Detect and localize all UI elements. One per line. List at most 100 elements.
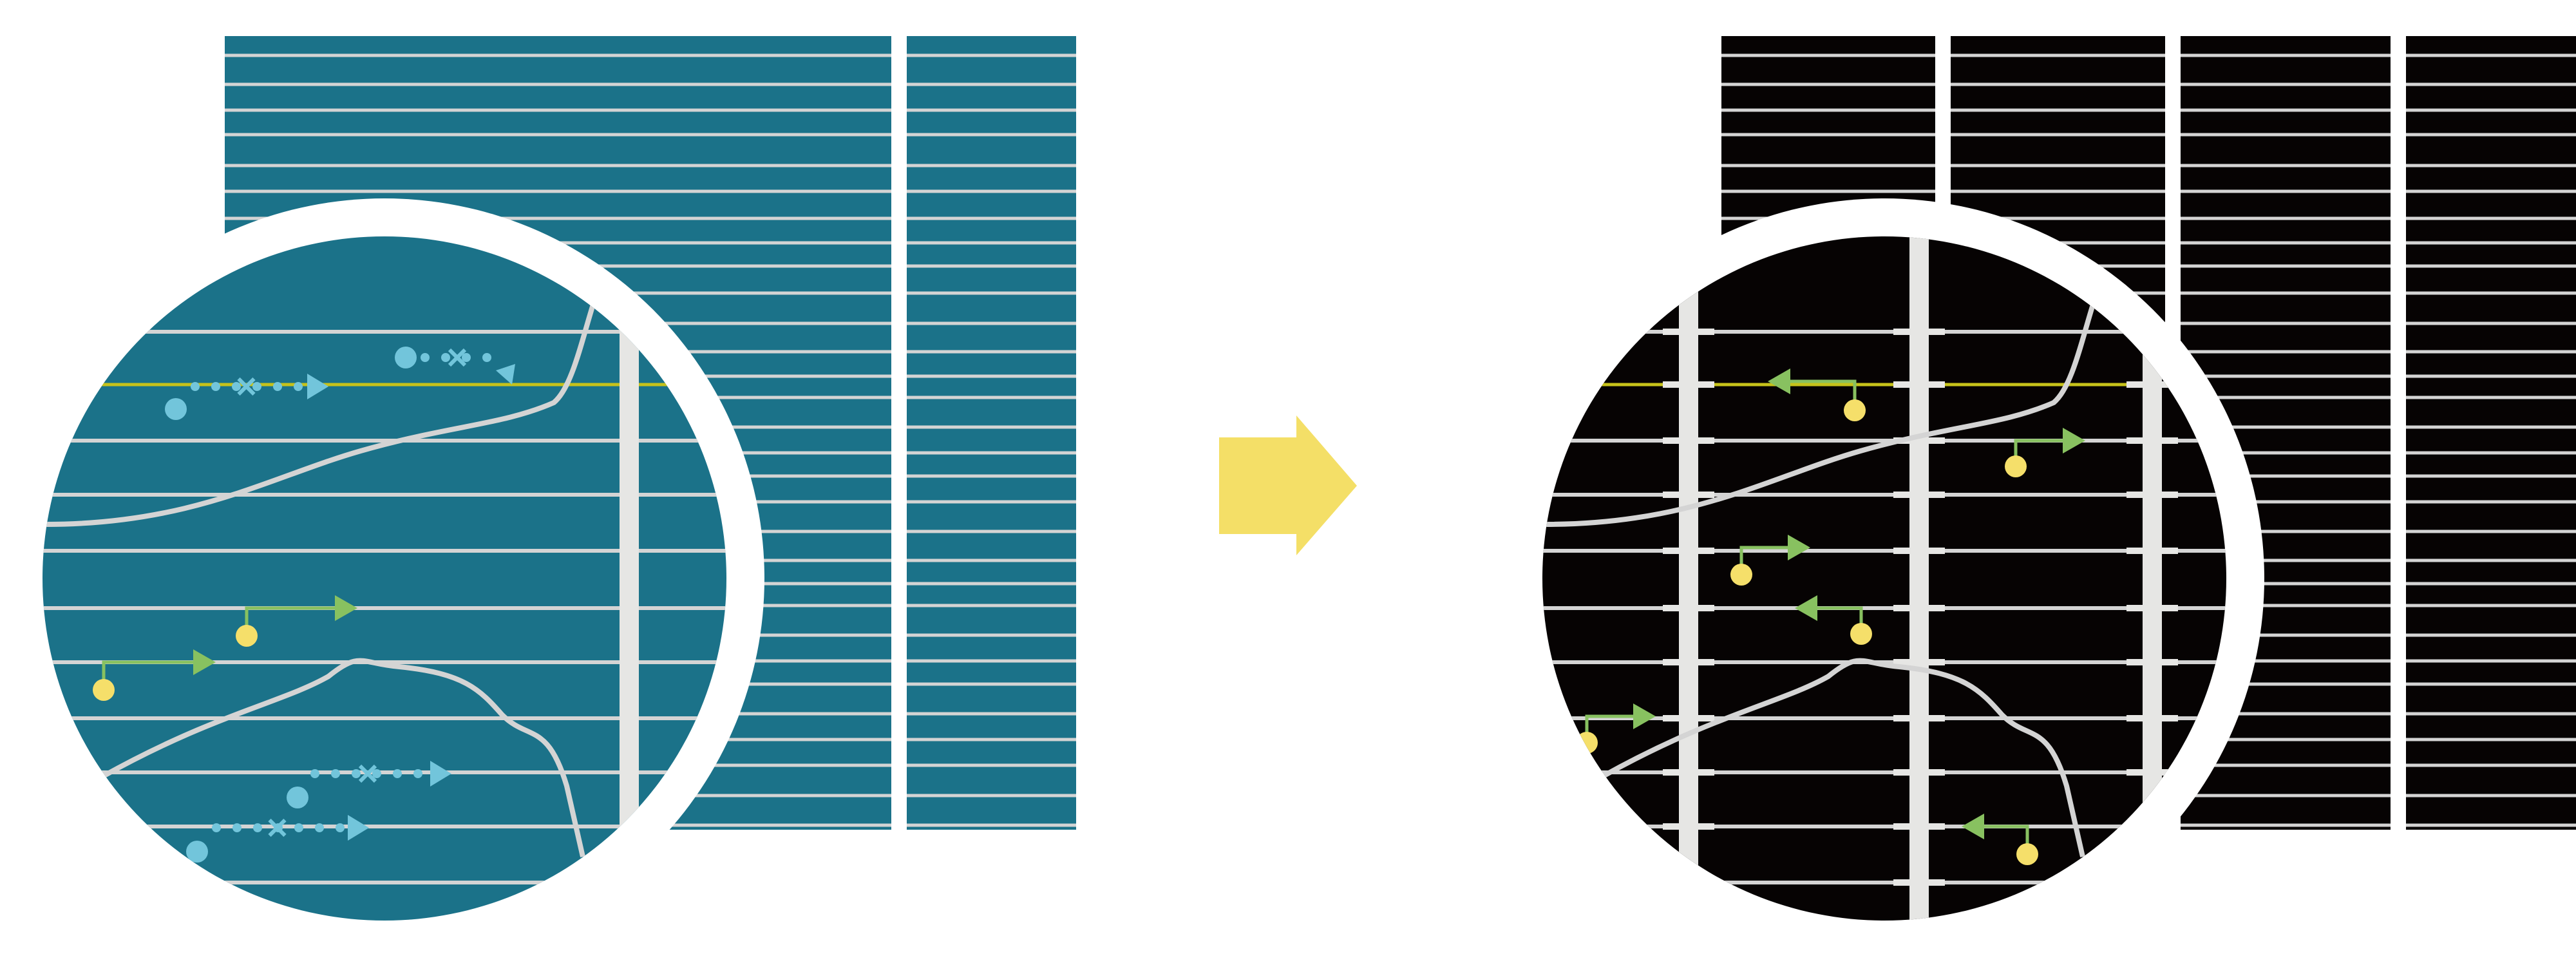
origin-dot xyxy=(186,841,208,863)
column-tick xyxy=(2126,381,2178,388)
right-arrow-icon xyxy=(1219,415,1357,555)
column-tick xyxy=(2126,769,2178,776)
column-tick xyxy=(2126,548,2178,554)
column-tick xyxy=(1893,715,1945,721)
dot xyxy=(462,353,471,362)
origin-dot xyxy=(287,787,308,808)
column-tick xyxy=(1893,605,1945,611)
origin-dot xyxy=(165,398,187,420)
origin-dot xyxy=(395,347,417,368)
dot xyxy=(294,382,303,391)
origin-dot xyxy=(1850,623,1872,645)
magnifier-background xyxy=(1542,236,2226,921)
column-tick xyxy=(1663,437,1714,444)
column-tick xyxy=(1893,381,1945,388)
arrowhead xyxy=(1795,595,1817,621)
column-tick xyxy=(2126,605,2178,611)
dot xyxy=(331,769,340,778)
dot xyxy=(232,823,242,832)
arrowhead xyxy=(193,649,216,675)
origin-dot xyxy=(236,625,258,647)
arrowhead xyxy=(307,374,328,399)
trajectory-curve xyxy=(1602,658,2085,857)
column-tick xyxy=(2126,492,2178,498)
pin-arrow-icon xyxy=(1795,595,1872,645)
arrowhead xyxy=(1633,703,1656,729)
pin-arrow-icon xyxy=(2005,428,2085,477)
origin-dot xyxy=(93,679,115,701)
arrowhead xyxy=(1788,535,1810,560)
dot xyxy=(310,769,319,778)
arrowhead xyxy=(2063,428,2085,454)
arrowhead xyxy=(430,761,451,787)
column-tick xyxy=(1663,823,1714,830)
column-tick xyxy=(1663,492,1714,498)
column-divider xyxy=(1679,236,1698,921)
pin-arrow-icon xyxy=(1730,535,1810,586)
dotted-arrow-icon xyxy=(287,761,451,808)
dot xyxy=(253,823,262,832)
dot xyxy=(421,353,430,362)
arrowhead xyxy=(496,364,515,385)
pin-arrow-icon xyxy=(1768,368,1866,421)
dot xyxy=(232,382,241,391)
column-tick xyxy=(2126,715,2178,721)
arrowhead xyxy=(1768,368,1790,394)
dot xyxy=(212,823,221,832)
dot xyxy=(191,382,200,391)
pin-arrow-icon xyxy=(236,595,357,647)
dot xyxy=(482,353,491,362)
column-tick xyxy=(1663,715,1714,721)
magnifier-content xyxy=(1542,236,2226,921)
dot xyxy=(315,823,324,832)
origin-dot xyxy=(2016,843,2038,865)
trajectory-curve xyxy=(45,295,598,527)
magnifier-content xyxy=(43,236,726,921)
cross-mark xyxy=(358,764,377,783)
column-gap xyxy=(2391,32,2406,834)
magnifier-background xyxy=(43,236,726,921)
column-tick xyxy=(2126,437,2178,444)
cross-mark xyxy=(268,818,287,837)
dot xyxy=(413,769,422,778)
column-tick xyxy=(1893,437,1945,444)
column-tick xyxy=(1893,659,1945,665)
column-tick xyxy=(1663,381,1714,388)
column-gap xyxy=(891,32,907,834)
origin-dot xyxy=(1844,399,1866,421)
arrowhead xyxy=(335,595,357,621)
column-tick xyxy=(1893,492,1945,498)
column-divider xyxy=(1909,236,1929,921)
trajectory-curve xyxy=(102,658,585,857)
origin-dot xyxy=(2005,455,2027,477)
column-tick xyxy=(1893,769,1945,776)
cross-mark xyxy=(237,377,256,396)
column-tick xyxy=(1663,769,1714,776)
dot xyxy=(336,823,345,832)
column-divider xyxy=(620,236,639,921)
column-tick xyxy=(1663,605,1714,611)
cross-mark xyxy=(448,348,467,367)
column-tick xyxy=(1893,548,1945,554)
before-magnifier xyxy=(5,198,764,959)
column-tick xyxy=(1893,329,1945,335)
dot xyxy=(372,769,381,778)
column-tick xyxy=(2126,659,2178,665)
after-magnifier xyxy=(1504,198,2264,959)
column-tick xyxy=(1663,329,1714,335)
dot xyxy=(352,769,361,778)
column-tick xyxy=(1893,823,1945,830)
column-tick xyxy=(2126,879,2178,886)
pin-arrow-icon xyxy=(93,649,216,701)
trajectory-curve xyxy=(1545,295,2098,527)
dot xyxy=(211,382,220,391)
column-tick xyxy=(1663,548,1714,554)
dotted-arrow-icon xyxy=(186,815,369,863)
column-tick xyxy=(1663,659,1714,665)
dot xyxy=(294,823,303,832)
arrowhead xyxy=(1962,814,1984,839)
origin-dot xyxy=(1730,564,1752,586)
arrowhead xyxy=(348,815,369,841)
dot xyxy=(393,769,402,778)
